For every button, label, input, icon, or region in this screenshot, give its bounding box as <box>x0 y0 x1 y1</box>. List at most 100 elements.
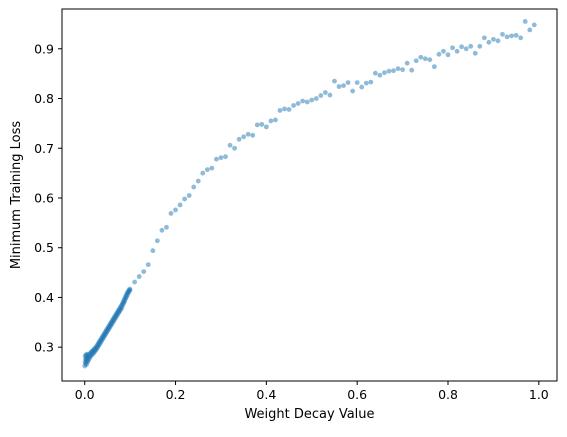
data-point <box>177 202 183 208</box>
data-point <box>209 165 215 171</box>
data-point <box>468 43 474 49</box>
data-point <box>354 80 360 85</box>
points-layer <box>82 19 537 369</box>
y-axis-label: Minimum Training Loss <box>9 121 24 270</box>
data-point <box>368 79 374 85</box>
x-axis-label: Weight Decay Value <box>244 407 374 422</box>
data-point <box>491 36 496 42</box>
data-point <box>372 70 378 76</box>
data-point <box>459 44 465 50</box>
data-point <box>218 155 224 161</box>
data-point <box>164 224 169 230</box>
data-point <box>159 227 165 233</box>
data-point <box>359 84 365 90</box>
data-point <box>127 287 133 293</box>
data-point <box>132 279 138 285</box>
data-point <box>191 184 197 190</box>
data-point <box>418 54 424 60</box>
data-point <box>186 193 192 198</box>
data-point <box>141 269 147 274</box>
data-point <box>263 124 269 130</box>
data-point <box>445 52 451 58</box>
data-point <box>204 167 210 173</box>
data-point <box>472 50 478 56</box>
data-point <box>150 248 156 254</box>
data-point <box>273 117 278 123</box>
data-point <box>291 103 297 108</box>
data-point <box>527 27 533 33</box>
y-tick-label: 0.8 <box>34 91 54 106</box>
data-point <box>168 211 174 216</box>
data-point <box>454 48 460 54</box>
data-point <box>513 32 519 38</box>
data-point <box>377 72 383 78</box>
x-axis-ticks: 0.0 0.2 0.4 0.6 0.8 1.0 <box>75 381 549 402</box>
data-point <box>145 262 151 268</box>
data-point <box>227 142 233 148</box>
data-point <box>481 35 487 41</box>
data-point <box>286 107 292 112</box>
y-tick-label: 0.5 <box>34 240 54 255</box>
data-point <box>495 38 501 44</box>
data-point <box>182 196 188 202</box>
data-point <box>422 56 428 62</box>
data-point <box>304 99 310 105</box>
data-point <box>223 154 228 160</box>
data-point <box>254 122 260 128</box>
data-point <box>345 80 351 85</box>
data-point <box>322 90 328 95</box>
x-tick-label: 0.2 <box>166 387 186 402</box>
y-tick-label: 0.4 <box>34 290 54 305</box>
data-point <box>173 207 178 213</box>
y-tick-label: 0.6 <box>34 190 54 205</box>
data-point <box>500 31 505 37</box>
data-point <box>486 39 492 45</box>
data-point <box>350 88 356 94</box>
data-point <box>136 274 142 279</box>
x-tick-label: 0.8 <box>438 387 458 402</box>
data-point <box>309 97 315 103</box>
data-point <box>518 35 524 41</box>
y-axis-ticks: 0.3 0.4 0.5 0.6 0.7 0.8 0.9 <box>34 41 62 355</box>
data-point <box>391 68 396 74</box>
data-point <box>282 106 287 112</box>
data-point <box>313 96 319 101</box>
data-point <box>400 67 405 73</box>
data-point <box>382 70 387 76</box>
data-point <box>363 80 369 86</box>
data-point <box>327 92 333 98</box>
data-point <box>300 98 306 104</box>
x-tick-label: 0.4 <box>256 387 276 402</box>
x-tick-label: 1.0 <box>529 387 549 402</box>
data-point <box>232 145 237 151</box>
data-point <box>259 121 265 127</box>
data-point <box>431 64 437 70</box>
data-point <box>441 48 446 54</box>
data-point <box>522 19 528 24</box>
data-point <box>245 131 251 137</box>
data-point <box>427 57 433 63</box>
data-point <box>450 45 455 51</box>
data-point <box>409 67 415 73</box>
data-point <box>404 60 410 66</box>
data-point <box>395 66 401 72</box>
data-point <box>504 34 510 40</box>
data-point <box>341 83 346 88</box>
data-point <box>214 156 219 162</box>
x-tick-label: 0.0 <box>75 387 95 402</box>
data-point <box>413 58 419 64</box>
data-point <box>436 51 442 57</box>
data-point <box>295 101 301 106</box>
y-tick-label: 0.9 <box>34 41 54 56</box>
data-point <box>332 78 337 84</box>
plot-frame <box>61 8 558 382</box>
data-point <box>477 43 483 49</box>
data-point <box>250 132 256 138</box>
data-point <box>200 170 206 176</box>
data-point <box>236 136 242 142</box>
y-tick-label: 0.3 <box>34 340 54 355</box>
data-point <box>195 178 201 184</box>
data-point <box>531 22 537 28</box>
